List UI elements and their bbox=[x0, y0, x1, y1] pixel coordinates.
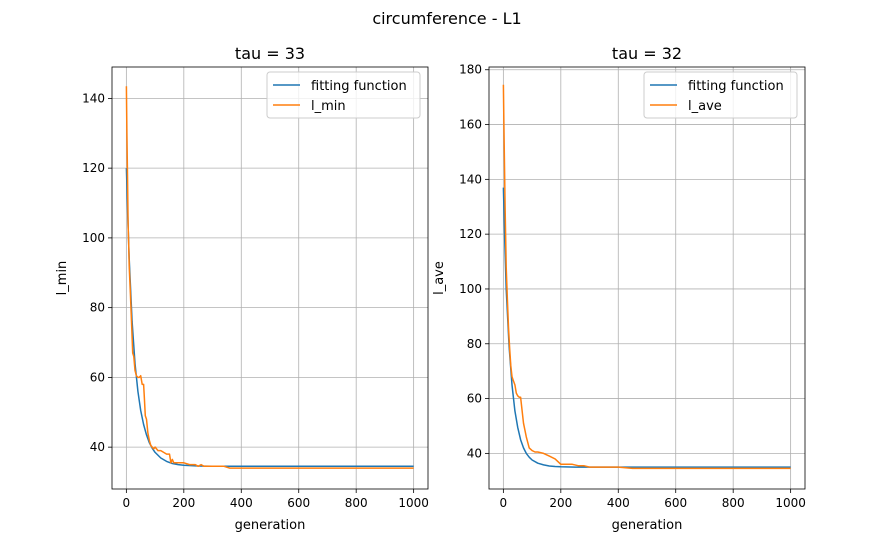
legend-entry: l_ave bbox=[688, 99, 722, 114]
y-tick-label: 160 bbox=[459, 118, 482, 132]
series-group bbox=[125, 86, 414, 469]
x-tick-label: 200 bbox=[549, 496, 572, 510]
axes-frame bbox=[111, 66, 429, 490]
x-axis-label: generation bbox=[235, 518, 306, 533]
x-tick-label: 0 bbox=[123, 496, 131, 510]
subplots: tau = 330 200 400 600 800 1000406080100120140… bbox=[55, 44, 806, 533]
x-tick-label: 600 bbox=[287, 496, 310, 510]
y-tick-label: 60 bbox=[467, 392, 482, 406]
x-axis-label: generation bbox=[612, 518, 683, 533]
subplot-2: tau = 32 0 200 400 600 800 1000 40 60 80 100 120 140… bbox=[432, 44, 806, 533]
x-tick-label: 0 bbox=[500, 496, 508, 510]
x-tick-label: 800 bbox=[722, 496, 745, 510]
series-line-fitting-function bbox=[125, 168, 414, 468]
y-tick-label: 100 bbox=[82, 231, 105, 245]
x-tick-label: 400 bbox=[607, 496, 630, 510]
series-group bbox=[502, 84, 791, 470]
legend: fitting function l_ave bbox=[643, 71, 798, 119]
legend-box bbox=[266, 71, 421, 119]
legend-box bbox=[643, 71, 798, 119]
y-tick-label: 60 bbox=[90, 370, 105, 384]
x-tick-label: 800 bbox=[345, 496, 368, 510]
y-tick-label: 180 bbox=[459, 63, 482, 77]
y-tick-label: 80 bbox=[467, 337, 482, 351]
y-tick-label: 140 bbox=[459, 172, 482, 186]
x-tick-label: 400 bbox=[230, 496, 253, 510]
x-tick-label: 200 bbox=[172, 496, 195, 510]
x-tick-label: 1000 bbox=[775, 496, 806, 510]
legend-entry: fitting function bbox=[311, 79, 407, 94]
subplot-title: tau = 33 bbox=[235, 44, 305, 63]
series-line-fitting-function bbox=[502, 187, 791, 468]
legend-entry: l_min bbox=[311, 99, 346, 114]
y-axis-label: l_ave bbox=[432, 261, 447, 295]
y-tick-label: 120 bbox=[82, 161, 105, 175]
subplot-title: tau = 32 bbox=[612, 44, 682, 63]
x-tick-label: 1000 bbox=[398, 496, 429, 510]
y-tick-label: 120 bbox=[459, 227, 482, 241]
series-line-l_min bbox=[125, 86, 414, 469]
figure-suptitle: circumference - L1 bbox=[372, 9, 521, 28]
y-tick-label: 100 bbox=[459, 282, 482, 296]
legend: fitting function l_min bbox=[266, 71, 421, 119]
y-tick-label: 80 bbox=[90, 301, 105, 315]
y-axis-label: l_min bbox=[55, 261, 70, 296]
y-tick-label: 40 bbox=[467, 446, 482, 460]
y-tick-label: 40 bbox=[90, 440, 105, 454]
series-line-l_ave bbox=[502, 84, 791, 470]
axes-frame bbox=[488, 66, 806, 490]
y-tick-label: 140 bbox=[82, 91, 105, 105]
subplot-1: tau = 33 0 200 400 600 800 1000 40 60 80 100 120 140… bbox=[55, 44, 429, 533]
legend-entry: fitting function bbox=[688, 79, 784, 94]
x-tick-label: 600 bbox=[664, 496, 687, 510]
